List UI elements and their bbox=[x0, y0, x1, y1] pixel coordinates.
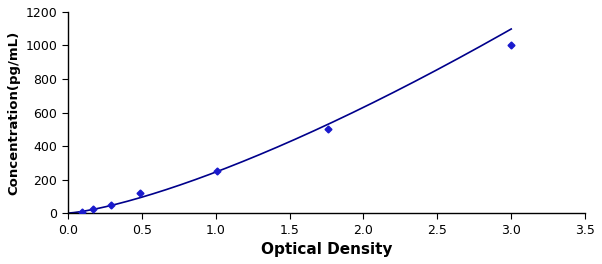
X-axis label: Optical Density: Optical Density bbox=[261, 242, 393, 257]
Y-axis label: Concentration(pg/mL): Concentration(pg/mL) bbox=[7, 30, 20, 195]
